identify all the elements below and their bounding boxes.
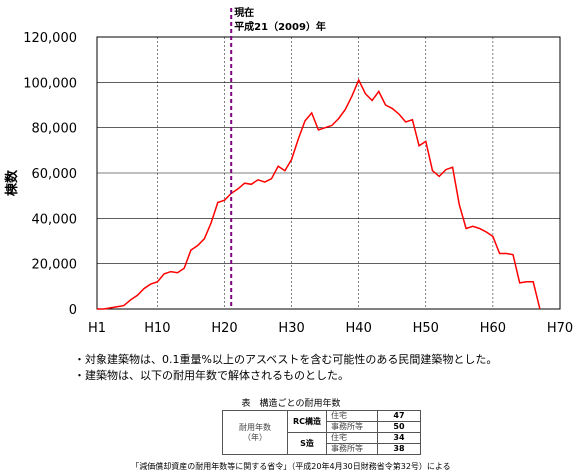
- plot-frame: [96, 36, 561, 310]
- s-residential-value: 34: [377, 432, 421, 444]
- current-year-label-line2: 平成21（2009）年: [234, 20, 326, 33]
- x-tick-label: H10: [144, 321, 170, 336]
- table-left-header-text: 耐用年数: [239, 422, 271, 432]
- rc-residential-label: 住宅: [326, 410, 378, 422]
- series-line: [97, 78, 541, 310]
- x-axis-ticks: H1 H10 H20 H30 H40 H50 H60 H70: [88, 321, 573, 336]
- table-left-header-unit: （年）: [243, 432, 267, 442]
- y-tick-label: 60,000: [32, 167, 78, 182]
- current-year-label-line1: 現在: [234, 6, 254, 19]
- x-tick-label: H40: [346, 321, 372, 336]
- x-tick-label: H20: [211, 321, 237, 336]
- rc-office-label: 事務所等: [326, 421, 378, 433]
- rc-structure-label: RC構造: [287, 410, 327, 433]
- s-structure-label: S造: [287, 432, 327, 455]
- x-tick-label: H70: [547, 321, 573, 336]
- y-axis-label: 棟数: [4, 169, 20, 196]
- y-axis-ticks: 0 20,000 40,000 60,000 80,000 100,000 120,000: [23, 31, 77, 318]
- s-residential-label: 住宅: [326, 432, 378, 444]
- y-tick-label: 20,000: [32, 258, 78, 273]
- s-office-value: 38: [377, 443, 421, 455]
- x-tick-label: H30: [278, 321, 304, 336]
- rc-office-value: 50: [377, 421, 421, 433]
- service-life-table: 耐用年数 （年） RC構造 住宅 47 事務所等 50 S造 住宅 34 事務所…: [222, 410, 421, 455]
- y-tick-label: 120,000: [23, 31, 77, 46]
- table-left-header: 耐用年数 （年）: [222, 410, 288, 455]
- source-note: 「減価償却資産の耐用年数等に関する省令」（平成20年4月30日財務省令第32号）…: [131, 462, 451, 471]
- note-1: ・対象建築物は、0.1重量%以上のアスベストを含む可能性のある民間建築物とした。: [74, 353, 498, 366]
- x-tick-label: H60: [480, 321, 506, 336]
- x-tick-label: H50: [413, 321, 439, 336]
- y-tick-label: 40,000: [32, 212, 78, 227]
- y-tick-label: 80,000: [32, 122, 78, 137]
- line-chart: 020,00040,00060,00080,000100,000120,000 …: [4, 6, 573, 336]
- x-tick-label: H1: [88, 321, 106, 336]
- rc-residential-value: 47: [377, 410, 421, 422]
- y-tick-label: 0: [69, 303, 77, 318]
- table-title: 表 構造ごとの耐用年数: [241, 399, 341, 409]
- note-2: ・建築物は、以下の耐用年数で解体されるものとした。: [74, 369, 349, 382]
- y-tick-label: 100,000: [23, 76, 77, 91]
- s-office-label: 事務所等: [326, 443, 378, 455]
- grid-lines: [96, 36, 561, 310]
